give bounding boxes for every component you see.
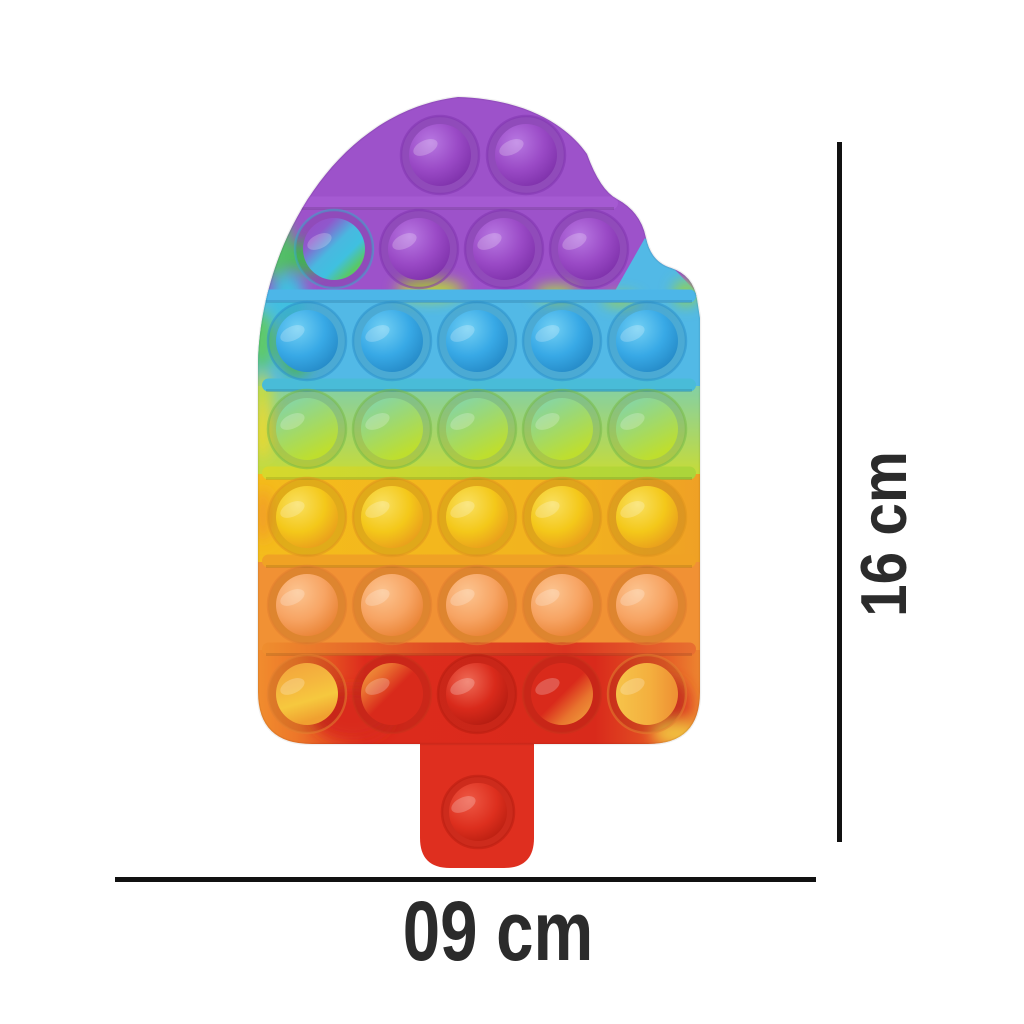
bubble	[266, 476, 348, 558]
bubble	[548, 208, 630, 290]
bubble	[521, 653, 603, 735]
bubble	[463, 208, 545, 290]
bubble	[521, 300, 603, 382]
bubble	[436, 653, 518, 735]
bubble	[378, 208, 460, 290]
bubble-grid	[266, 114, 688, 735]
bubble	[436, 388, 518, 470]
dimension-annotations: 16 cm 09 cm	[115, 142, 921, 979]
bubble	[521, 564, 603, 646]
bubble	[606, 564, 688, 646]
bubble	[436, 300, 518, 382]
bubble	[436, 564, 518, 646]
bubble	[266, 653, 348, 735]
bubble	[606, 653, 688, 735]
popsicle-outline	[256, 95, 702, 746]
dimension-line-vertical	[837, 142, 842, 842]
bubble	[436, 476, 518, 558]
bubble	[266, 300, 348, 382]
bubble	[399, 114, 481, 196]
bubble	[521, 388, 603, 470]
bubble	[293, 208, 375, 290]
bubble	[485, 114, 567, 196]
bubble	[266, 388, 348, 470]
height-label: 16 cm	[848, 451, 921, 617]
bubble	[606, 300, 688, 382]
bubble	[266, 564, 348, 646]
bubble	[440, 774, 516, 850]
stick-bubble-group	[440, 774, 516, 850]
bubble	[521, 476, 603, 558]
bite-blue-wedge	[612, 238, 700, 296]
popsicle-body	[258, 97, 700, 744]
dimension-line-horizontal	[115, 877, 816, 882]
bubble	[606, 476, 688, 558]
bubble	[351, 388, 433, 470]
bubble	[351, 653, 433, 735]
bubble	[351, 564, 433, 646]
bubble	[351, 476, 433, 558]
width-label: 09 cm	[403, 885, 594, 979]
bubble	[606, 388, 688, 470]
bubble	[351, 300, 433, 382]
